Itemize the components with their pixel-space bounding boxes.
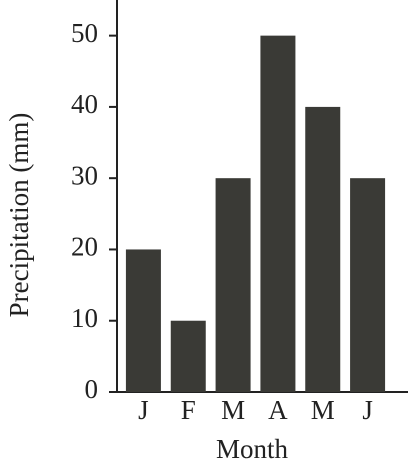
x-tick-label: A bbox=[268, 395, 288, 425]
x-tick-label: M bbox=[311, 395, 335, 425]
y-tick-label: 20 bbox=[71, 232, 98, 262]
bar bbox=[260, 35, 296, 393]
x-tick-label: F bbox=[181, 395, 196, 425]
bar bbox=[350, 178, 386, 392]
y-tick-label: 30 bbox=[71, 160, 98, 190]
y-tick-label: 0 bbox=[85, 374, 99, 404]
bar bbox=[215, 178, 251, 392]
y-tick-label: 40 bbox=[71, 89, 98, 119]
x-tick-label: M bbox=[221, 395, 245, 425]
y-tick-label: 10 bbox=[71, 303, 98, 333]
bar bbox=[125, 249, 161, 392]
y-axis-label: Precipitation (mm) bbox=[4, 113, 34, 318]
bar bbox=[170, 320, 206, 392]
x-axis-label: Month bbox=[216, 434, 289, 464]
y-tick-label: 50 bbox=[71, 18, 98, 48]
x-tick-label: J bbox=[138, 395, 149, 425]
bar bbox=[305, 106, 341, 392]
x-tick-label: J bbox=[362, 395, 373, 425]
